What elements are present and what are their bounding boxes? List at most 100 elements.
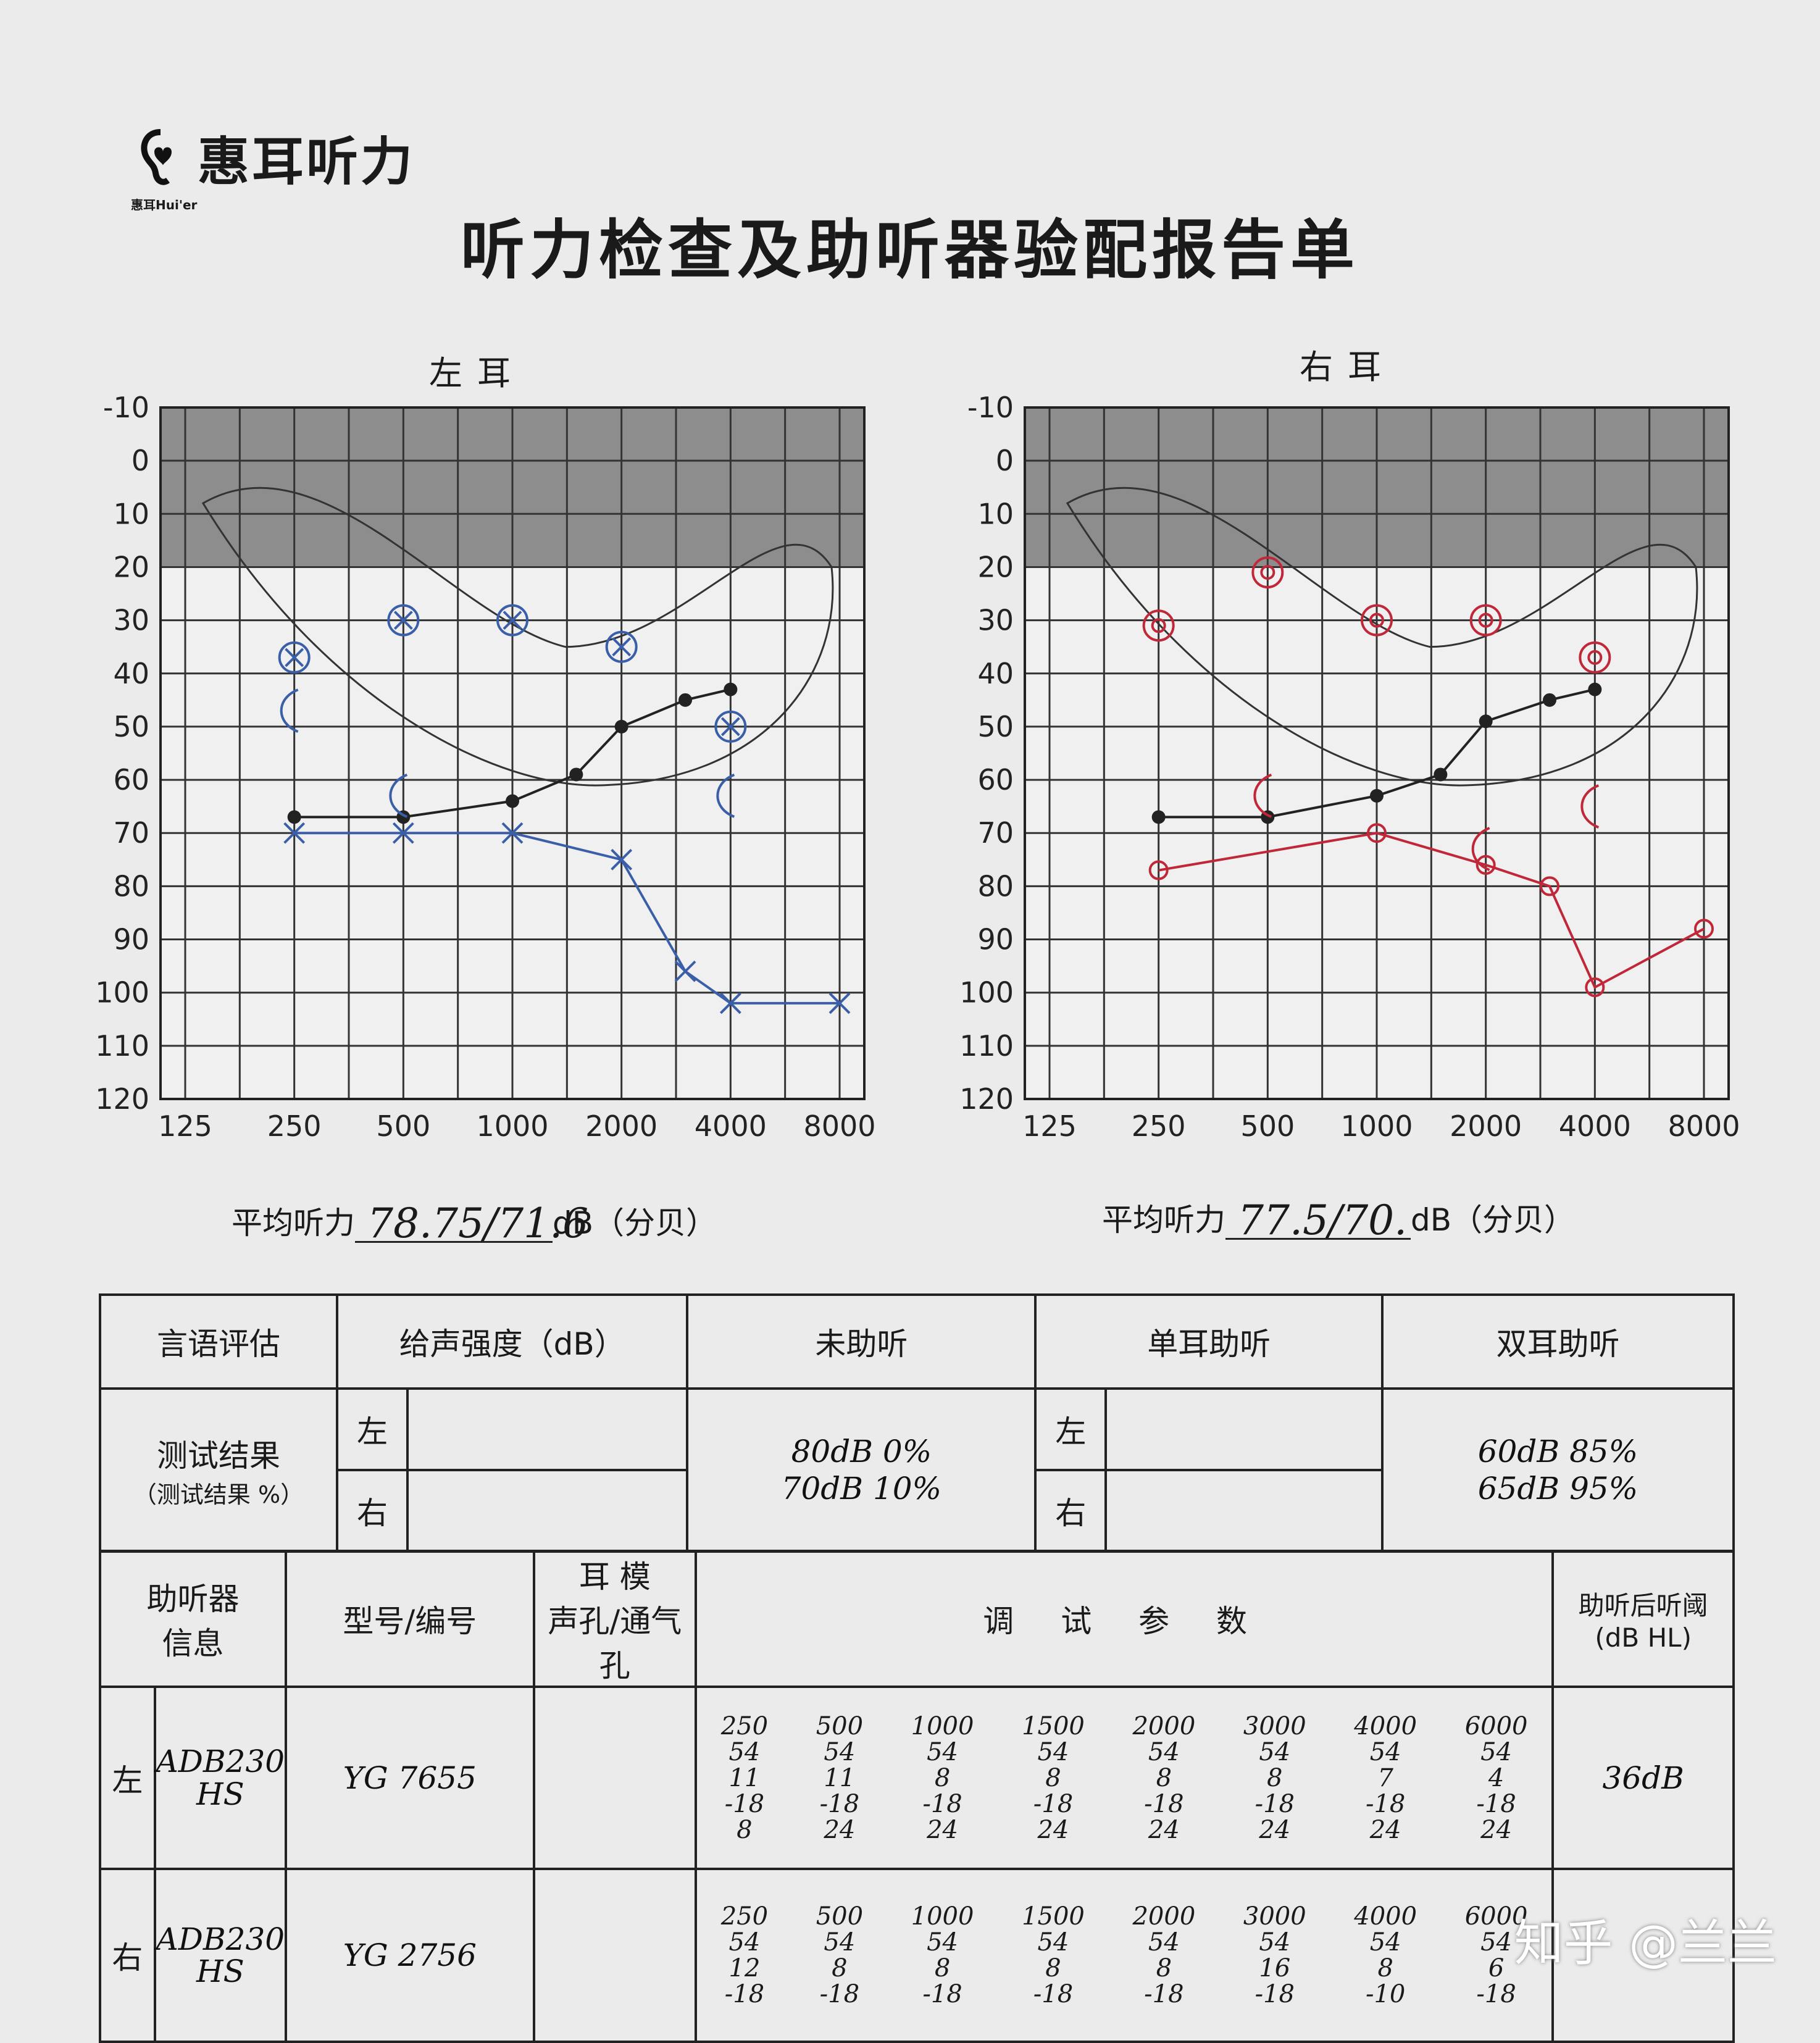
left-param-column: 2000 54 8 -18 24 — [1132, 1711, 1196, 1844]
circle-r-marker — [1251, 556, 1284, 589]
y-tick-label: 40 — [977, 657, 1014, 690]
monaural-right-label: 右 — [1034, 1469, 1108, 1553]
y-tick-label: 0 — [996, 444, 1014, 477]
circle-marker — [1148, 860, 1169, 880]
y-tick-label: 80 — [113, 869, 149, 903]
threshold-dot — [1588, 682, 1602, 696]
bracket-marker — [280, 688, 299, 733]
y-tick-label: 50 — [977, 710, 1014, 743]
aid-left-earmold — [532, 1686, 697, 1870]
x-tick-label: 250 — [1132, 1109, 1186, 1143]
bracket-marker — [1580, 784, 1600, 829]
x-marker — [501, 822, 524, 844]
circle-x-marker — [278, 641, 311, 674]
speech-banana — [1066, 487, 1698, 787]
right-param-column: 3000 54 16 -18 — [1243, 1902, 1306, 2008]
aid-header-threshold: 助听后听阈 (dB HL) — [1551, 1550, 1735, 1688]
x-tick-label: 1000 — [1340, 1109, 1413, 1143]
speech-header-binaural: 双耳助听 — [1381, 1293, 1735, 1390]
x-tick-label: 250 — [267, 1109, 322, 1143]
x-tick-label: 500 — [376, 1109, 430, 1143]
circle-x-marker — [714, 710, 747, 743]
aid-right-earmold — [532, 1868, 697, 2043]
test-result-subtitle: （测试结果 %） — [133, 1481, 304, 1508]
aid-left-params-grid: 250 54 11 -18 8 500 54 11 -18 24 1000 54 8… — [697, 1713, 1551, 1843]
right-param-column: 1500 54 8 -18 — [1022, 1902, 1085, 2008]
monaural-left-label: 左 — [1034, 1387, 1108, 1472]
y-tick-label: 90 — [113, 923, 149, 956]
circle-marker — [1585, 977, 1605, 998]
left-param-column: 6000 54 4 -18 24 — [1464, 1711, 1528, 1844]
circle-x-marker — [605, 630, 638, 663]
x-tick-label: 8000 — [803, 1109, 875, 1143]
x-tick-label: 1000 — [476, 1109, 548, 1143]
aid-right-params: 250 54 12 -18 500 54 8 -18 1000 54 8 -18 15… — [694, 1868, 1555, 2043]
intensity-right-value — [406, 1469, 689, 1553]
unaided-result: 80dB 0% 70dB 10% — [686, 1387, 1037, 1553]
left-average-unit: dB（分贝） — [553, 1205, 717, 1241]
y-tick-label: -10 — [967, 395, 1014, 424]
right-param-column: 6000 54 6 -18 — [1464, 1902, 1528, 2008]
left-average-label: 平均听力 — [232, 1205, 355, 1241]
series-line — [1158, 832, 1705, 989]
y-tick-label: 30 — [977, 604, 1014, 637]
threshold-dot — [1543, 693, 1557, 707]
right-param-column: 2000 54 8 -18 — [1132, 1902, 1196, 2008]
y-tick-label: 50 — [113, 710, 149, 743]
x-marker — [829, 992, 851, 1014]
aid-header-params: 调 试 参 数 — [694, 1550, 1555, 1688]
aid-header-earmold-sub: 声孔/通气孔 — [548, 1603, 682, 1684]
monaural-left-value — [1104, 1387, 1384, 1472]
left-average-row: 平均听力 78.75/71.6 dB（分贝） — [232, 1198, 717, 1247]
right-average-field: 77.5/70. — [1225, 1195, 1411, 1244]
y-tick-label: 110 — [959, 1029, 1014, 1063]
y-tick-label: 20 — [113, 550, 149, 583]
y-tick-label: 100 — [959, 976, 1014, 1009]
brand: 惠耳听力 — [136, 120, 415, 195]
brand-subtitle: 惠耳Hui'er — [131, 198, 198, 212]
threshold-dot — [614, 719, 628, 733]
aid-right-serial: YG 2756 — [285, 1868, 535, 2043]
speech-header-monaural: 单耳助听 — [1034, 1293, 1384, 1390]
circle-marker — [1367, 823, 1387, 843]
threshold-dot — [678, 693, 693, 707]
threshold-dot — [569, 767, 583, 782]
y-tick-label: 120 — [95, 1082, 149, 1116]
test-result-title: 测试结果 — [157, 1437, 280, 1474]
monaural-right-value — [1104, 1469, 1384, 1553]
x-tick-label: 8000 — [1668, 1109, 1740, 1143]
circle-marker — [1694, 919, 1714, 939]
x-tick-label: 4000 — [695, 1109, 767, 1143]
ear-heart-logo-icon — [141, 128, 172, 185]
bracket-marker — [389, 774, 408, 818]
y-tick-label: -10 — [103, 395, 149, 424]
binaural-result: 60dB 85% 65dB 95% — [1381, 1387, 1735, 1553]
watermark: 知乎 @兰兰 — [1514, 1915, 1777, 1972]
x-tick-label: 125 — [1022, 1109, 1077, 1143]
circle-r-marker — [1469, 604, 1502, 637]
circle-x-marker — [496, 604, 528, 637]
speech-banana — [201, 487, 834, 787]
right-average-value: 77.5/70. — [1238, 1197, 1408, 1244]
x-tick-label: 2000 — [585, 1109, 657, 1143]
aid-header-threshold-title: 助听后听阈 — [1578, 1590, 1708, 1621]
threshold-dot — [1370, 788, 1384, 803]
y-tick-label: 0 — [131, 444, 149, 477]
left-ear-title: 左耳 — [429, 354, 525, 393]
right-average-row: 平均听力 77.5/70. dB（分贝） — [1102, 1195, 1575, 1244]
hearing-aid-table: 助听器 信息 型号/编号 耳 模 声孔/通气孔 调 试 参 数 助听后听阈 (d… — [98, 1550, 1735, 2043]
circle-r-marker — [1142, 609, 1175, 642]
left-param-column: 4000 54 7 -18 24 — [1354, 1711, 1417, 1844]
y-tick-label: 90 — [977, 923, 1014, 956]
threshold-dot — [1479, 714, 1493, 729]
y-tick-label: 60 — [113, 763, 149, 796]
aid-right-model: ADB230 HS — [153, 1868, 288, 2043]
test-result-label: 测试结果 （测试结果 %） — [99, 1387, 338, 1553]
aid-header-info: 助听器 信息 — [98, 1550, 288, 1688]
left-param-column: 1500 54 8 -18 24 — [1022, 1711, 1085, 1844]
document-title: 听力检查及助听器验配报告单 — [460, 212, 1359, 288]
threshold-dot — [1434, 767, 1448, 782]
right-param-column: 250 54 12 -18 — [720, 1902, 769, 2008]
bracket-marker — [716, 774, 735, 818]
